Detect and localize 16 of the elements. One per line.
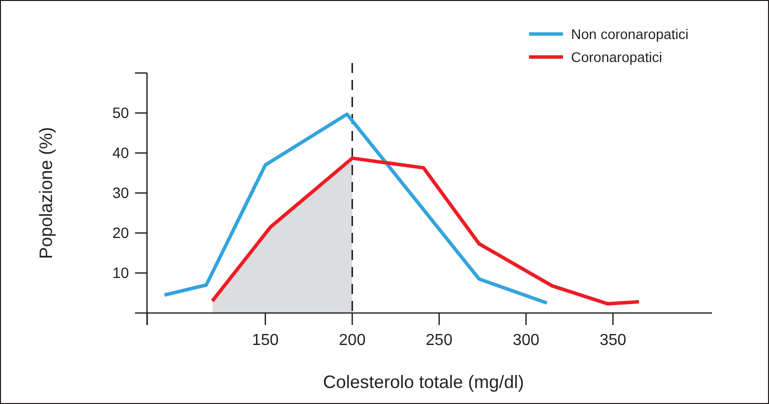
x-tick-label: 200 (338, 332, 366, 349)
x-tick-label: 300 (512, 332, 540, 349)
x-tick-label: 150 (252, 332, 279, 349)
legend-label: Non coronaropatici (571, 26, 689, 42)
line-series (210, 156, 641, 306)
legend-label: Coronaropatici (571, 49, 662, 65)
y-tick-label: 10 (112, 265, 129, 282)
y-tick-label: 30 (112, 185, 129, 202)
y-tick-label: 20 (112, 225, 129, 242)
y-axis-title: Popolazione (%) (36, 126, 56, 260)
y-tick-label: 50 (112, 105, 129, 122)
line-series (162, 112, 549, 305)
x-axis-title: Colesterolo totale (mg/dl) (322, 372, 524, 392)
x-tick-label: 250 (426, 332, 453, 349)
y-tick-label: 40 (112, 145, 129, 162)
x-tick-label: 350 (600, 332, 626, 349)
